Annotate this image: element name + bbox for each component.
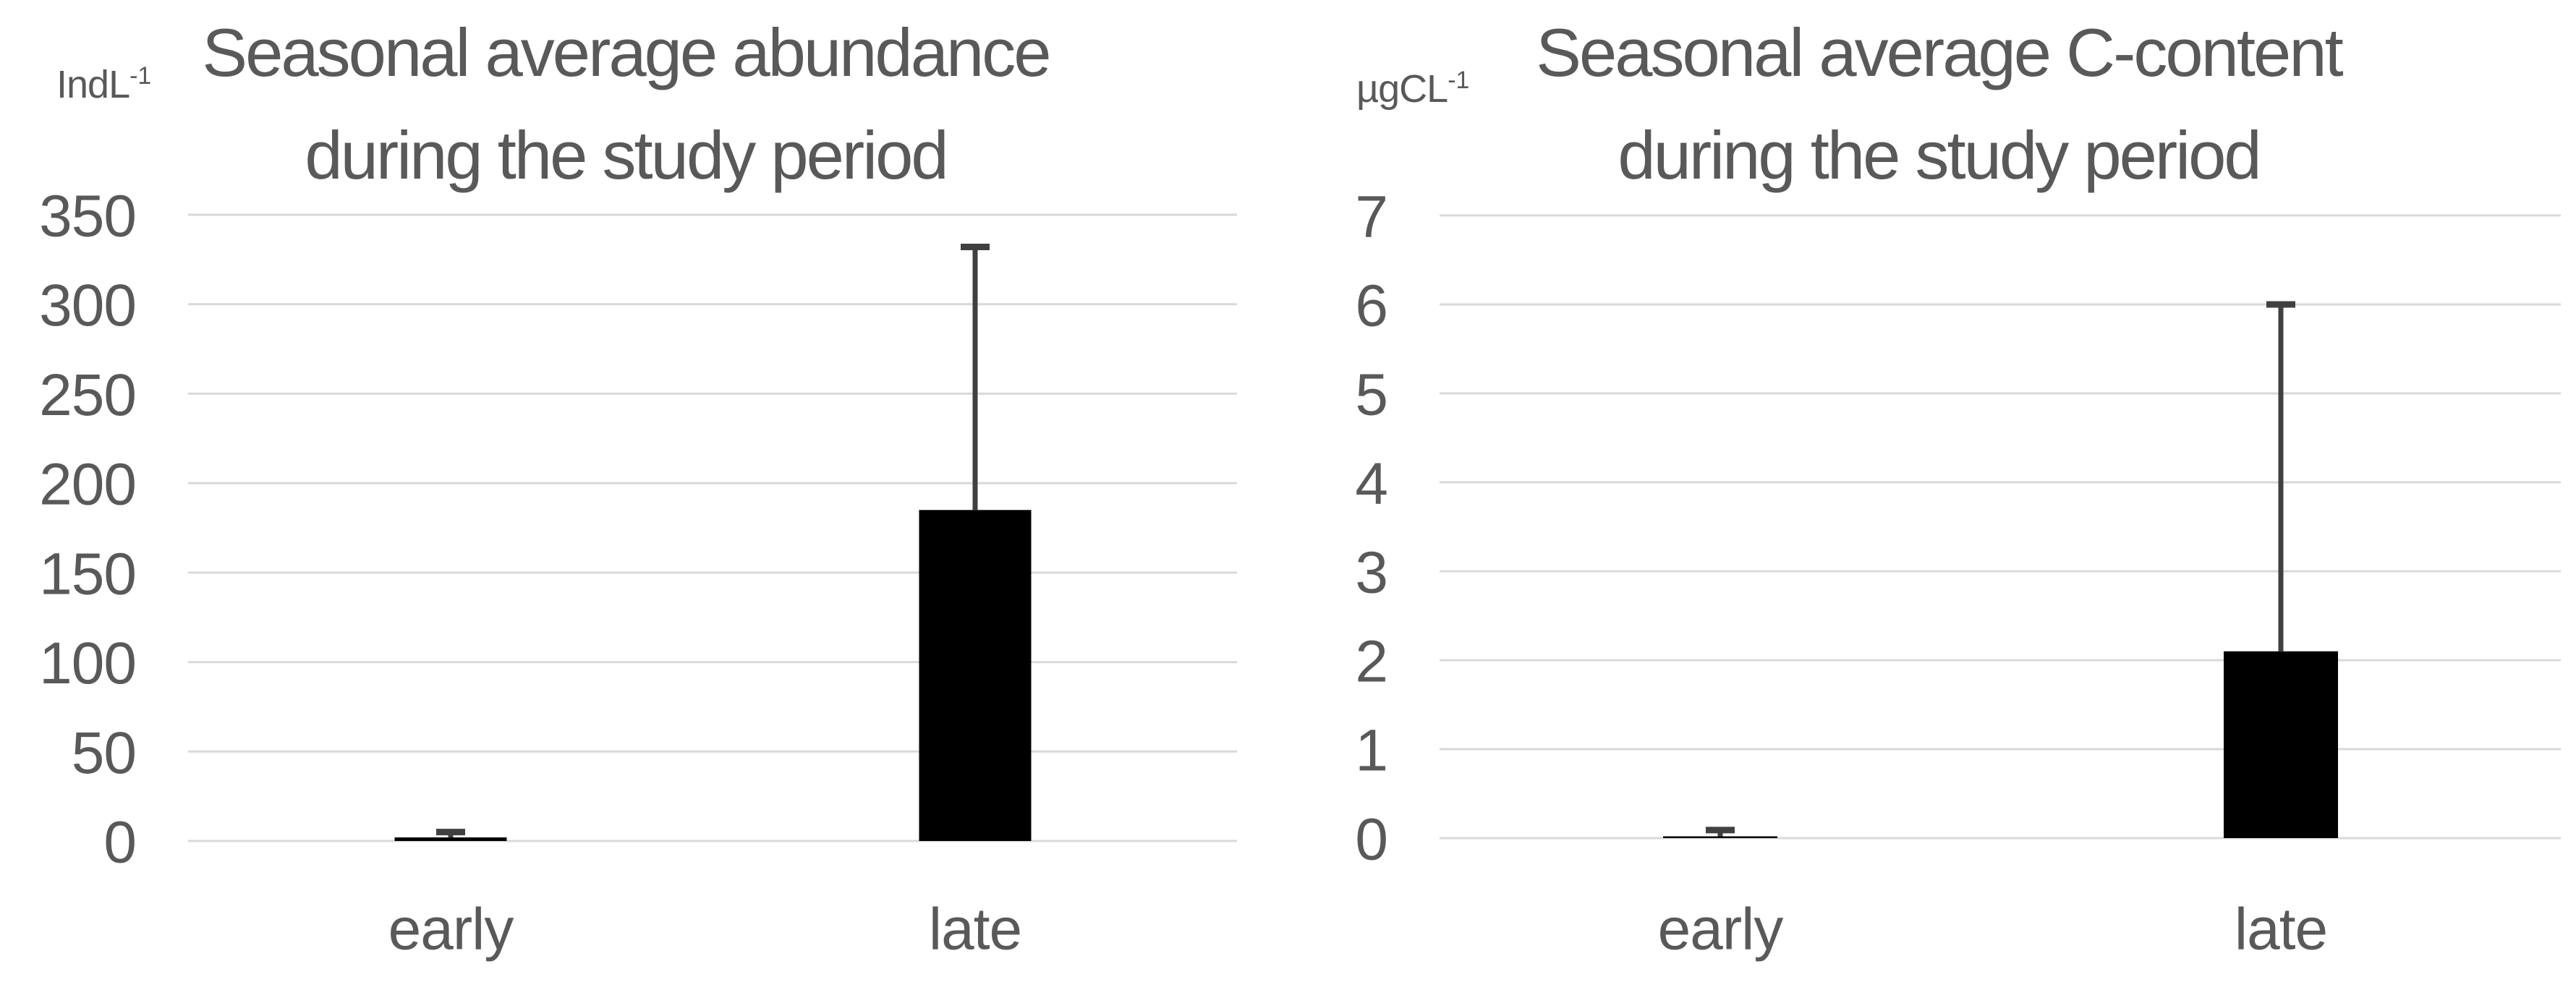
x-category-label-early: early xyxy=(1658,897,1784,962)
y-tick-label: 350 xyxy=(39,184,136,249)
y-axis-unit-c-content-base: µgCL xyxy=(1356,67,1448,111)
y-tick-label: 5 xyxy=(1355,362,1387,428)
y-axis-unit-c-content: µgCL-1 xyxy=(1356,67,1469,111)
y-tick-label: 0 xyxy=(103,810,136,876)
y-axis-unit-abundance-base: IndL xyxy=(56,63,130,106)
y-axis-unit-c-content-exponent: -1 xyxy=(1448,67,1470,94)
chart-title-abundance-line1: Seasonal average abundance xyxy=(202,14,1051,90)
y-tick-label: 7 xyxy=(1355,184,1387,250)
y-tick-label: 2 xyxy=(1355,629,1387,695)
y-axis-unit-abundance-exponent: -1 xyxy=(129,62,152,90)
chart-title-c-content-line1: Seasonal average C-content xyxy=(1536,14,2343,90)
chart-title-c-content-line2: during the study period xyxy=(1618,117,2261,193)
bar-early xyxy=(394,837,507,841)
y-tick-label: 3 xyxy=(1355,540,1387,606)
y-tick-label: 4 xyxy=(1355,451,1387,517)
y-tick-label: 100 xyxy=(39,631,136,696)
y-tick-label: 150 xyxy=(39,541,136,607)
chart-title-abundance: Seasonal average abundance during the st… xyxy=(0,1,1251,207)
chart-title-c-content: Seasonal average C-content during the st… xyxy=(1309,1,2568,207)
y-axis-unit-abundance: IndL-1 xyxy=(56,62,151,107)
bar-late xyxy=(919,510,1032,841)
y-tick-label: 50 xyxy=(72,720,136,786)
y-tick-label: 300 xyxy=(39,273,136,338)
y-tick-label: 200 xyxy=(39,452,136,518)
chart-title-abundance-line2: during the study period xyxy=(305,117,948,193)
x-category-label-late: late xyxy=(929,897,1021,962)
bar-early xyxy=(1663,836,1777,838)
y-tick-label: 6 xyxy=(1355,273,1387,339)
chart-c-content: 0 1 2 3 4 5 6 7 early late xyxy=(1355,184,2561,962)
x-category-label-early: early xyxy=(388,897,514,962)
y-tick-label: 250 xyxy=(39,362,136,428)
y-tick-label: 0 xyxy=(1355,807,1387,873)
y-tick-label: 1 xyxy=(1355,718,1387,784)
chart-abundance: 0 50 100 150 200 250 300 350 early late xyxy=(39,184,1237,962)
bar-late xyxy=(2224,651,2338,838)
x-category-label-late: late xyxy=(2235,897,2327,962)
